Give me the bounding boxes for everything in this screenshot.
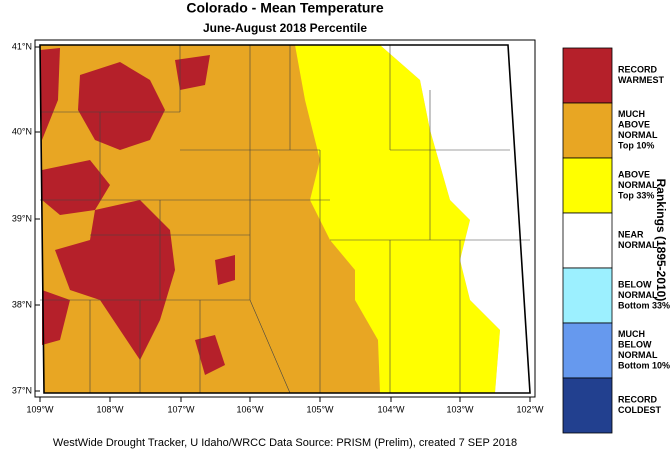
- legend-label: ABOVE: [618, 120, 650, 130]
- legend-label: NORMAL: [618, 130, 658, 140]
- legend-label: BELOW: [618, 279, 652, 289]
- lat-label: 41°N: [12, 41, 32, 51]
- lat-label: 40°N: [12, 126, 32, 136]
- legend-label: NEAR: [618, 230, 644, 240]
- lat-label: 38°N: [12, 299, 32, 309]
- legend-swatch: [562, 377, 613, 434]
- legend-label: Top 10%: [618, 141, 654, 151]
- subtitle: June-August 2018 Percentile: [203, 21, 367, 35]
- map: [34, 39, 536, 398]
- lon-label: 108°W: [96, 404, 124, 414]
- lon-label: 106°W: [236, 404, 264, 414]
- legend-swatch: [562, 212, 613, 269]
- legend-label: BELOW: [618, 340, 652, 350]
- lon-label: 103°W: [446, 404, 474, 414]
- legend-label: NORMAL: [618, 240, 658, 250]
- legend-label: RECORD: [618, 65, 658, 75]
- title: Colorado - Mean Temperature: [186, 0, 384, 16]
- legend-label: Bottom 10%: [618, 361, 670, 371]
- lat-label: 39°N: [12, 213, 32, 223]
- lat-label: 37°N: [12, 385, 32, 395]
- legend-swatch: [562, 47, 613, 104]
- lon-label: 109°W: [26, 404, 54, 414]
- legend-label: WARMEST: [618, 75, 665, 85]
- lon-label: 102°W: [516, 404, 544, 414]
- county-lines: [40, 45, 530, 394]
- legend-label: RECORD: [618, 395, 658, 405]
- legend-label: COLDEST: [618, 405, 662, 415]
- legend-title: Rankings (1895-2010): [654, 179, 668, 302]
- lon-label: 104°W: [377, 404, 405, 414]
- near-normal-region: [380, 45, 530, 393]
- legend-label: MUCH: [618, 329, 645, 339]
- legend-swatch: [562, 322, 613, 379]
- legend-label: MUCH: [618, 109, 645, 119]
- record-warm-regions: [40, 48, 235, 375]
- legend-label: Top 33%: [618, 190, 654, 200]
- lon-label: 107°W: [167, 404, 195, 414]
- legend-swatch: [562, 157, 613, 214]
- legend-swatch: [562, 102, 613, 159]
- state-border: [39, 44, 531, 394]
- legend-swatch: [562, 267, 613, 324]
- lon-label: 105°W: [306, 404, 334, 414]
- above-normal-region: [295, 45, 500, 393]
- legend-label: ABOVE: [618, 169, 650, 179]
- credit: WestWide Drought Tracker, U Idaho/WRCC D…: [53, 437, 517, 449]
- legend-label: NORMAL: [618, 350, 658, 360]
- legend-label: Bottom 33%: [618, 300, 670, 310]
- legend-label: NORMAL: [618, 290, 658, 300]
- legend-label: NORMAL: [618, 180, 658, 190]
